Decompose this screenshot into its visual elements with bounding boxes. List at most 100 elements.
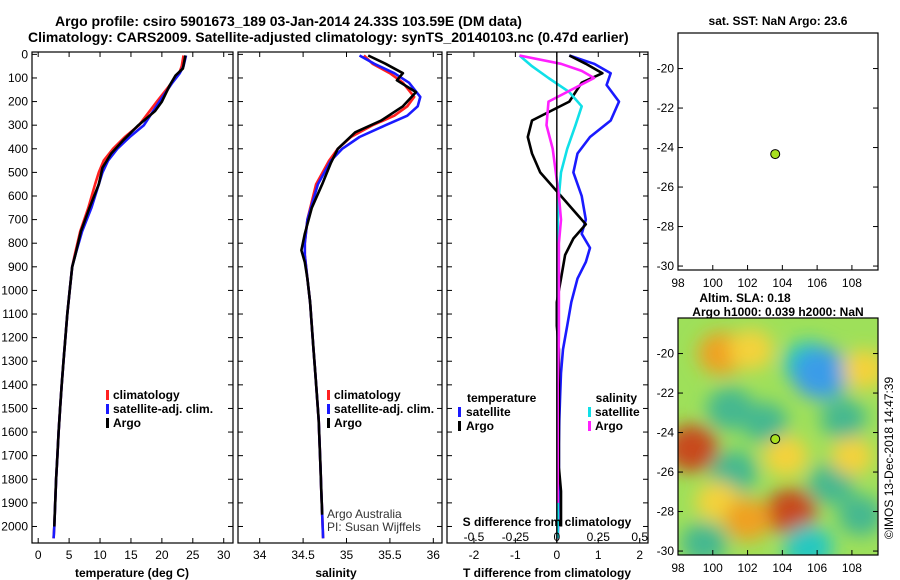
temperature-series-line: [53, 55, 187, 527]
sla-map-ytick-label: -28: [657, 505, 675, 519]
legend-swatch: [106, 404, 109, 414]
sla-feature: [742, 402, 788, 444]
difference-xtick-label: -1: [510, 548, 521, 562]
difference-xtick-label: 1: [595, 548, 602, 562]
sst-map-xtick-label: 102: [738, 276, 758, 290]
depth-tick-label: 0: [21, 47, 28, 61]
sla-map-ytick-label: -24: [657, 426, 675, 440]
sla-map-ytick-label: -30: [657, 544, 675, 558]
sst-map-xtick-label: 100: [703, 276, 723, 290]
depth-tick-label: 1400: [1, 378, 28, 392]
sla-feature: [681, 522, 728, 555]
diff-legend-salinity-title: salinity: [596, 391, 638, 405]
legend-swatch: [106, 390, 109, 400]
salinity-axis-label: salinity: [315, 566, 357, 580]
sla-map-ytick-label: -26: [657, 465, 675, 479]
depth-tick-label: 1700: [1, 449, 28, 463]
legend-swatch: [327, 418, 330, 428]
sst-map-ytick-label: -28: [657, 220, 675, 234]
depth-tick-label: 1900: [1, 496, 28, 510]
sst-map-ytick-label: -22: [657, 101, 675, 115]
salinity-xtick-label: 35.5: [378, 548, 402, 562]
depth-tick-label: 400: [8, 142, 28, 156]
sla-map-float-marker: [770, 434, 781, 445]
credit-argo-australia: Argo Australia: [327, 507, 402, 521]
sla-feature: [838, 495, 878, 536]
sla-map-xtick-label: 98: [671, 561, 685, 575]
temperature-diff-axis-label: T difference from climatology: [463, 566, 631, 580]
salinity-legend-entry: Argo: [334, 416, 362, 430]
sla-map-frame: [677, 317, 879, 556]
sla-map-xtick-label: 106: [807, 561, 827, 575]
temperature-xtick-label: 20: [155, 548, 169, 562]
sla-feature: [723, 497, 772, 541]
depth-tick-label: 1600: [1, 425, 28, 439]
diff-legend-entry: satellite: [466, 405, 511, 419]
salinity-series-line: [300, 54, 418, 515]
sla-feature: [842, 349, 878, 390]
difference-xtick-label: -2: [469, 548, 480, 562]
sst-map-title: sat. SST: NaN Argo: 23.6: [709, 14, 848, 28]
sla-feature: [783, 524, 834, 555]
sst-map-ytick-label: -26: [657, 180, 675, 194]
salinity-diff-xtick-label: 0.5: [631, 530, 648, 544]
sla-feature: [728, 329, 774, 370]
legend-swatch: [327, 404, 330, 414]
sst-map-xtick-label: 104: [772, 276, 792, 290]
sst-map-frame: [677, 32, 879, 271]
sst-map-ytick-label: -20: [657, 62, 675, 76]
sst-map-xtick-label: 98: [671, 276, 685, 290]
salinity-frame: [237, 51, 443, 544]
sla-map-xtick-label: 104: [772, 561, 792, 575]
diff-legend-entry: satellite: [595, 405, 640, 419]
depth-tick-label: 100: [8, 71, 28, 85]
salinity-diff-xtick-label: 0: [553, 530, 560, 544]
sst-map-ytick-label: -30: [657, 259, 675, 273]
temperature-legend-entry: Argo: [113, 416, 141, 430]
sla-feature: [830, 436, 874, 476]
credit-pi: PI: Susan Wijffels: [327, 520, 421, 534]
depth-tick-label: 1200: [1, 331, 28, 345]
sla-blobs: [678, 329, 878, 555]
depth-tick-label: 800: [8, 236, 28, 250]
depth-tick-label: 600: [8, 189, 28, 203]
sla-feature: [820, 398, 866, 440]
sla-map-xtick-label: 102: [738, 561, 758, 575]
sst-map-xtick-label: 108: [842, 276, 862, 290]
salinity-xtick-label: 34.5: [291, 548, 315, 562]
legend-swatch: [588, 421, 591, 431]
difference-xtick-label: 2: [636, 548, 643, 562]
temperature-legend-entry: satellite-adj. clim.: [113, 402, 213, 416]
depth-tick-label: 1100: [2, 307, 28, 321]
temperature-xtick-label: 0: [35, 548, 42, 562]
sla-feature: [792, 347, 850, 400]
legend-swatch: [588, 407, 591, 417]
temperature-xtick-label: 15: [124, 548, 138, 562]
salinity-xtick-label: 35: [340, 548, 354, 562]
diff-legend-entry: Argo: [595, 419, 623, 433]
title-line-2: Climatology: CARS2009. Satellite-adjuste…: [28, 29, 629, 45]
imos-timestamp: ©IMOS 13-Dec-2018 14:47:39: [882, 377, 896, 540]
legend-swatch: [106, 418, 109, 428]
legend-swatch: [458, 421, 461, 431]
sla-map-ytick-label: -22: [657, 386, 675, 400]
salinity-legend-entry: climatology: [334, 388, 401, 402]
salinity-xtick-label: 36: [427, 548, 441, 562]
salinity-diff-axis-label: S difference from climatology: [463, 515, 632, 529]
depth-tick-label: 700: [8, 213, 28, 227]
diff-legend-entry: Argo: [466, 419, 494, 433]
depth-tick-label: 1300: [1, 354, 28, 368]
difference-xtick-label: 0: [553, 548, 560, 562]
temperature-xtick-label: 30: [217, 548, 231, 562]
depth-tick-label: 900: [8, 260, 28, 274]
depth-tick-label: 1500: [1, 401, 28, 415]
depth-tick-label: 200: [8, 95, 28, 109]
sla-feature: [763, 435, 809, 477]
depth-tick-label: 500: [8, 165, 28, 179]
sla-map-xtick-label: 100: [703, 561, 723, 575]
depth-tick-label: 300: [8, 118, 28, 132]
depth-tick-label: 2000: [1, 519, 28, 533]
diff-legend-temperature-title: temperature: [467, 391, 537, 405]
